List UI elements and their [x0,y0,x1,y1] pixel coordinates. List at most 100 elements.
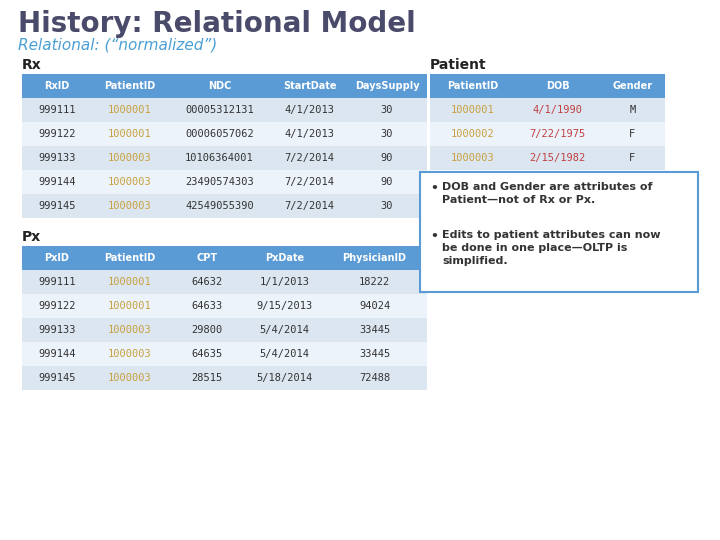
Bar [22,318,92,342]
Text: 5/4/2014: 5/4/2014 [259,325,310,335]
Bar [92,146,167,170]
Bar [92,270,167,294]
Text: 999122: 999122 [38,129,76,139]
Bar [22,342,92,366]
Text: History: Relational Model: History: Relational Model [18,10,415,38]
Text: 7/22/1975: 7/22/1975 [529,129,585,139]
Text: 1000001: 1000001 [107,277,151,287]
Text: PxID: PxID [45,253,69,263]
Text: 72488: 72488 [359,373,390,383]
Text: Patient: Patient [430,58,487,72]
Bar [167,170,272,194]
Bar [430,74,515,98]
Text: DaysSupply: DaysSupply [355,81,419,91]
Text: RxID: RxID [45,81,70,91]
Bar [22,170,92,194]
Bar [167,342,247,366]
Bar [22,74,92,98]
Bar [92,122,167,146]
Bar [167,98,272,122]
Text: 1000003: 1000003 [107,325,151,335]
Bar [600,146,665,170]
Text: 1000002: 1000002 [451,129,495,139]
Bar [430,146,515,170]
Bar [22,122,92,146]
Bar [22,294,92,318]
Text: 90: 90 [381,153,393,163]
Bar [322,318,427,342]
Text: 33445: 33445 [359,349,390,359]
Bar [167,194,272,218]
Bar [92,342,167,366]
Text: 5/18/2014: 5/18/2014 [256,373,312,383]
Bar [515,122,600,146]
Text: 1000001: 1000001 [107,129,151,139]
Text: 999133: 999133 [38,325,76,335]
Bar [167,294,247,318]
Bar [430,98,515,122]
Bar [167,122,272,146]
Text: 00006057062: 00006057062 [185,129,254,139]
Bar [322,246,427,270]
Text: NDC: NDC [208,81,231,91]
Text: F: F [629,153,636,163]
Text: DOB: DOB [546,81,570,91]
Text: 4/1/2013: 4/1/2013 [284,129,335,139]
Text: 64635: 64635 [192,349,222,359]
Bar [347,98,427,122]
Bar [272,170,347,194]
Text: StartDate: StartDate [283,81,336,91]
Bar [247,270,322,294]
Text: 42549055390: 42549055390 [185,201,254,211]
Bar [92,294,167,318]
Bar [247,246,322,270]
Bar [22,98,92,122]
Text: 28515: 28515 [192,373,222,383]
Bar [167,74,272,98]
Bar [420,172,698,292]
Text: 7/2/2014: 7/2/2014 [284,201,335,211]
Text: 1/1/2013: 1/1/2013 [259,277,310,287]
Bar [272,146,347,170]
Text: CPT: CPT [197,253,217,263]
Text: 30: 30 [381,129,393,139]
Bar [22,146,92,170]
Text: F: F [629,129,636,139]
Text: 999145: 999145 [38,201,76,211]
Bar [322,270,427,294]
Text: 30: 30 [381,201,393,211]
Bar [167,246,247,270]
Text: M: M [629,105,636,115]
Text: PatientID: PatientID [104,81,155,91]
Bar [167,366,247,390]
Text: Px: Px [22,230,41,244]
Text: 1000003: 1000003 [107,153,151,163]
Bar [272,194,347,218]
Bar [92,170,167,194]
Bar [322,294,427,318]
Text: 999133: 999133 [38,153,76,163]
Text: Rx: Rx [22,58,42,72]
Bar [515,98,600,122]
Bar [22,246,92,270]
Text: 94024: 94024 [359,301,390,311]
Text: 64632: 64632 [192,277,222,287]
Bar [272,122,347,146]
Text: Gender: Gender [613,81,652,91]
Bar [92,318,167,342]
Text: 10106364001: 10106364001 [185,153,254,163]
Text: 1000001: 1000001 [451,105,495,115]
Text: 29800: 29800 [192,325,222,335]
Text: Edits to patient attributes can now
be done in one place—OLTP is
simplified.: Edits to patient attributes can now be d… [442,230,660,266]
Bar [347,122,427,146]
Bar [272,98,347,122]
Bar [92,246,167,270]
Text: 2/15/1982: 2/15/1982 [529,153,585,163]
Bar [92,98,167,122]
Bar [347,74,427,98]
Bar [22,366,92,390]
Text: 1000003: 1000003 [107,201,151,211]
Bar [92,366,167,390]
Bar [322,342,427,366]
Bar [600,122,665,146]
